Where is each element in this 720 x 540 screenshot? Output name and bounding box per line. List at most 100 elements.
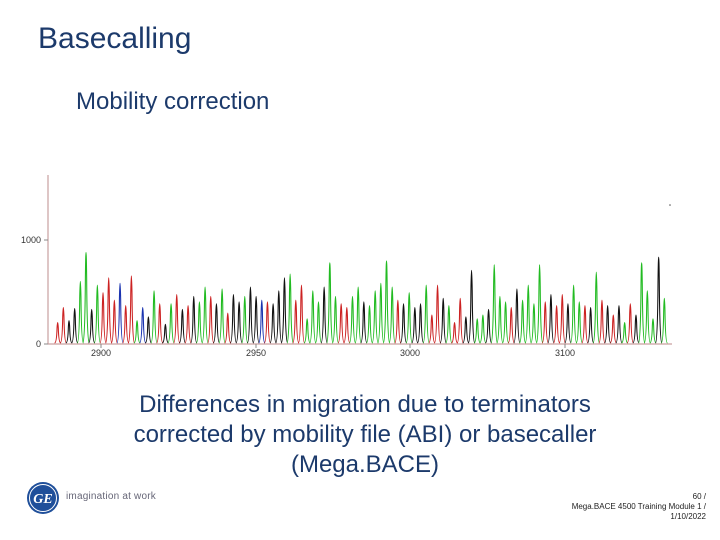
peak-T <box>184 305 192 344</box>
peak-A <box>286 273 294 344</box>
peak-C <box>258 299 266 344</box>
peak-G <box>235 301 243 344</box>
peak-A <box>303 318 311 344</box>
peak-A <box>133 320 141 344</box>
peak-A <box>377 282 385 344</box>
peak-A <box>405 292 413 344</box>
peak-A <box>195 301 204 344</box>
peak-G <box>252 295 260 344</box>
peak-G <box>229 293 238 344</box>
peak-A <box>309 290 317 344</box>
peak-A <box>241 295 249 344</box>
peak-T <box>207 295 215 344</box>
x-tick-label-3100: 3100 <box>555 348 575 358</box>
peak-T <box>428 314 436 344</box>
peak-T <box>224 312 232 344</box>
peak-A <box>150 290 158 344</box>
slide-subtitle: Mobility correction <box>76 88 270 115</box>
peak-T <box>394 299 402 344</box>
peak-C <box>139 307 147 344</box>
peak-A <box>569 284 578 344</box>
peak-A <box>592 271 600 344</box>
x-ticks: 2900 2950 3000 3100 <box>91 344 575 358</box>
peak-T <box>609 314 617 344</box>
y-tick-label-1000: 1000 <box>21 235 41 245</box>
slide-caption: Differences in migration due to terminat… <box>60 390 670 480</box>
footer-page: 60 / <box>692 492 706 501</box>
peak-G <box>416 303 425 344</box>
caption-line: Differences in migration due to terminat… <box>139 391 591 418</box>
trace-peaks <box>54 252 668 344</box>
x-tick-label-2950: 2950 <box>246 348 266 358</box>
peak-A <box>530 303 538 344</box>
peak-G <box>162 323 169 344</box>
peak-A <box>649 318 657 344</box>
peak-T <box>173 293 181 344</box>
peak-G <box>280 277 289 344</box>
peak-G <box>547 293 555 344</box>
peak-G <box>399 303 408 344</box>
peak-G <box>615 305 623 344</box>
peak-G <box>564 303 572 344</box>
slide-footer: 60 / Mega.BACE 4500 Training Module 1 / … <box>572 492 706 522</box>
peak-T <box>343 307 351 344</box>
peak-A <box>388 286 396 344</box>
peak-A <box>348 295 357 344</box>
peak-T <box>581 305 589 344</box>
peak-T <box>127 275 136 344</box>
ge-logo: GE <box>27 482 59 514</box>
peak-A <box>365 305 374 344</box>
logo-ring <box>27 482 59 514</box>
peak-T <box>110 299 119 344</box>
peak-A <box>76 280 85 344</box>
peak-A <box>479 314 487 344</box>
peak-A <box>422 284 430 344</box>
peak-T <box>122 305 130 344</box>
peak-T <box>297 284 306 344</box>
y-tick-label-0: 0 <box>36 339 41 349</box>
peak-T <box>292 299 300 344</box>
peak-G <box>178 308 187 344</box>
peak-A <box>445 305 453 344</box>
peak-A <box>535 264 544 344</box>
peak-G <box>586 307 595 344</box>
peak-G <box>65 320 73 344</box>
peak-A <box>637 262 646 344</box>
peak-A <box>314 301 323 344</box>
peak-A <box>167 303 175 344</box>
peak-A <box>82 252 90 344</box>
caption-line: (Mega.BACE) <box>290 451 440 478</box>
electropherogram-chart: 0 1000 2900 2950 3000 3100 <box>21 175 672 358</box>
peak-A <box>93 284 102 344</box>
peak-G <box>484 308 493 344</box>
peak-G <box>411 307 419 344</box>
peak-T <box>99 292 107 344</box>
peak-T <box>433 284 442 344</box>
peak-G <box>275 290 283 344</box>
peak-T <box>541 301 549 344</box>
peak-A <box>218 288 226 344</box>
peak-G <box>71 307 79 344</box>
peak-G <box>360 301 368 344</box>
peak-A <box>518 299 527 344</box>
peak-G <box>320 286 328 344</box>
y-ticks: 0 1000 <box>21 235 48 349</box>
footer-date: 1/10/2022 <box>670 512 706 521</box>
x-tick-label-3000: 3000 <box>400 348 420 358</box>
peak-T <box>337 303 345 344</box>
axis-end-markers <box>669 204 671 206</box>
peak-G <box>88 308 96 344</box>
peak-A <box>621 321 628 344</box>
peak-G <box>467 269 476 344</box>
peak-A <box>501 301 510 344</box>
peak-G <box>439 297 447 344</box>
peak-A <box>473 318 481 344</box>
peak-G <box>246 286 255 344</box>
peak-A <box>643 290 651 344</box>
peak-G <box>190 295 198 344</box>
logo-inner-ring <box>29 484 57 512</box>
peak-T <box>598 299 606 344</box>
peak-A <box>354 286 362 344</box>
peak-G <box>603 305 612 344</box>
peak-A <box>371 290 379 344</box>
